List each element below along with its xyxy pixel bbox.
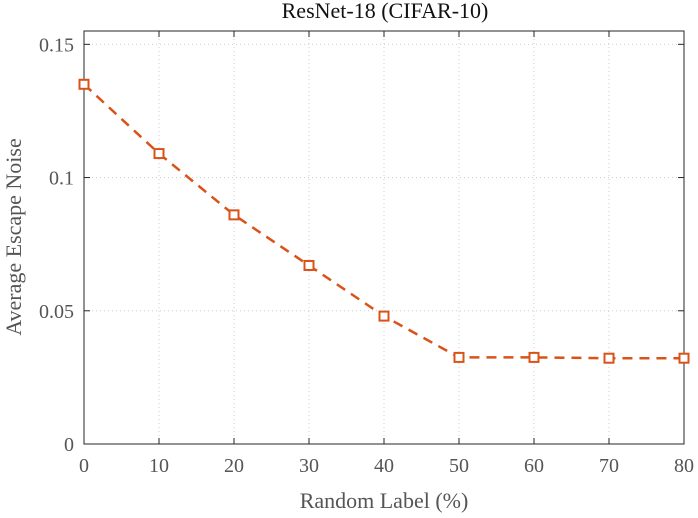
data-point (303, 259, 315, 271)
x-tick-label: 0 (79, 455, 89, 477)
x-tick-label: 10 (149, 455, 169, 477)
plot-frame (83, 30, 685, 445)
x-tick-label: 60 (524, 455, 544, 477)
x-axis-title: Random Label (%) (300, 488, 469, 513)
data-point (153, 148, 165, 160)
x-tick-label: 20 (224, 455, 244, 477)
data-point (378, 310, 390, 322)
y-tick-label: 0 (64, 434, 74, 456)
y-tick-label: 0.1 (49, 168, 74, 190)
data-point (228, 209, 240, 221)
x-tick-label: 80 (674, 455, 694, 477)
y-tick-label: 0.15 (39, 34, 74, 56)
x-tick-label: 40 (374, 455, 394, 477)
x-tick-label: 50 (449, 455, 469, 477)
data-point (678, 352, 690, 364)
data-point (528, 351, 540, 363)
series-group (78, 78, 690, 364)
ticks: 0 10 20 30 40 50 60 70 80 0 0.05 0.1 0.15 (39, 31, 694, 477)
data-point (453, 351, 465, 363)
data-point (78, 78, 90, 90)
x-tick-label: 70 (599, 455, 619, 477)
y-axis-title: Average Escape Noise (1, 138, 26, 336)
x-tick-label: 30 (299, 455, 319, 477)
y-tick-label: 0.05 (39, 301, 74, 323)
chart-title: ResNet-18 (CIFAR-10) (282, 0, 489, 23)
grid (83, 31, 685, 445)
data-point (603, 352, 615, 364)
